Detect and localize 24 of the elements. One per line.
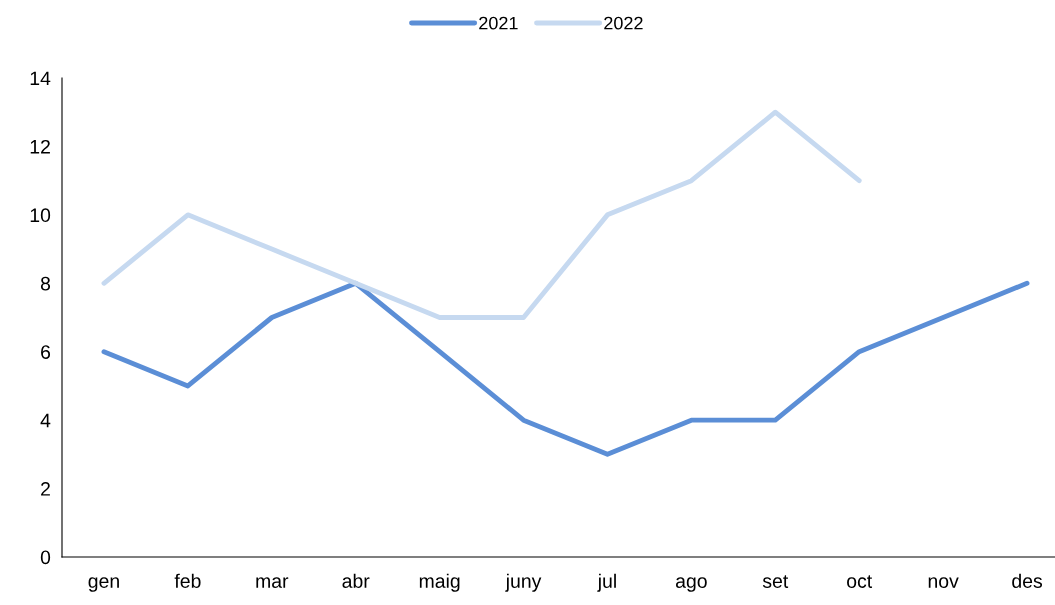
- y-tick-label: 4: [40, 413, 51, 428]
- x-tick-label: nov: [928, 577, 959, 588]
- x-tick-label: feb: [174, 573, 201, 588]
- y-tick-label: 2: [41, 482, 50, 496]
- x-tick-label: mar: [256, 577, 289, 588]
- y-tick-label: 12: [30, 139, 50, 154]
- x-tick-label: ago: [675, 577, 707, 592]
- x-tick-label: jul: [597, 573, 616, 592]
- line-series: [101, 109, 862, 320]
- legend-label: 2021: [479, 16, 518, 30]
- x-tick-label: des: [1012, 573, 1043, 588]
- x-tick-label: juny: [505, 573, 542, 592]
- x-tick-label: maig: [419, 573, 460, 592]
- x-tick-label: set: [762, 575, 789, 588]
- line-series: [101, 280, 1030, 457]
- x-tick-label: oct: [847, 575, 873, 588]
- x-tick-label: gen: [88, 577, 119, 592]
- x-tick-label: abr: [342, 573, 370, 588]
- y-tick-label: 10: [30, 208, 51, 223]
- y-tick-label: 8: [40, 276, 51, 291]
- y-tick-label: 6: [41, 345, 51, 359]
- y-tick-label: 14: [30, 71, 51, 86]
- legend-label: 2022: [604, 16, 643, 30]
- y-tick-label: 0: [40, 550, 51, 565]
